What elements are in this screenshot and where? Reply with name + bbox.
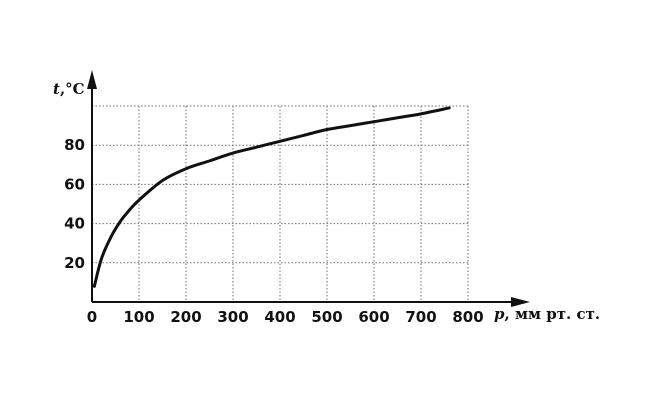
x-axis-label: p, мм рт. ст. [494,305,600,323]
x-tick-label: 700 [405,308,436,326]
y-tick-label: 80 [64,136,85,154]
y-axis-label: t,°C [53,80,85,98]
y-tick-label: 40 [64,215,85,233]
axes [87,70,530,307]
x-axis-arrow-icon [511,297,530,307]
y-axis-variable: t [53,80,60,98]
y-tick-label: 60 [64,175,85,193]
x-tick-label: 800 [452,308,483,326]
x-tick-label: 400 [264,308,295,326]
x-tick-label: 200 [170,308,201,326]
y-axis-arrow-icon [87,70,97,89]
x-tick-label: 600 [358,308,389,326]
grid [92,105,469,302]
x-tick-label: 100 [123,308,154,326]
x-tick-label: 300 [217,308,248,326]
y-tick-label: 20 [64,254,85,272]
series-line [92,106,451,288]
tick-labels: 0 100 200 300 400 500 600 700 800 20 40 60 80 [64,136,484,326]
y-axis-unit: ,°C [60,80,85,98]
x-axis-unit: , мм рт. ст. [505,305,601,323]
x-tick-label: 500 [311,308,342,326]
x-tick-label: 0 [87,308,97,326]
x-axis-variable: p [494,305,505,323]
